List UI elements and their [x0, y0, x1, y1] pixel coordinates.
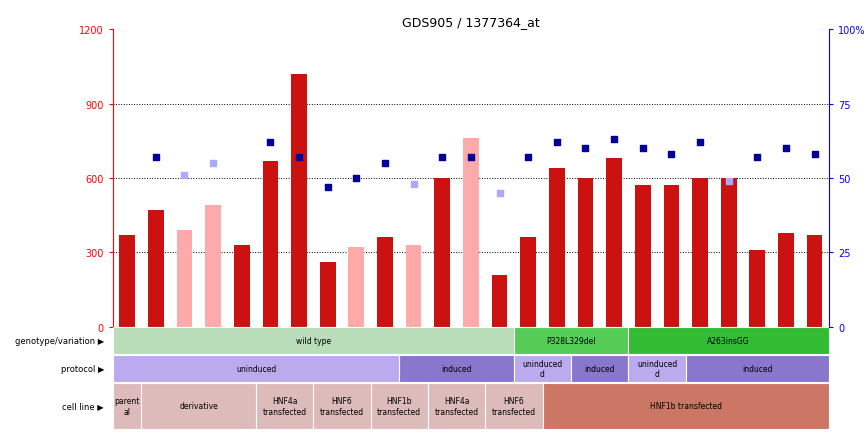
- Point: [750, 155, 765, 161]
- Point: [693, 140, 707, 147]
- Text: genotype/variation ▶: genotype/variation ▶: [15, 336, 104, 345]
- Text: parent
al: parent al: [115, 396, 140, 416]
- Bar: [571, 355, 628, 381]
- Text: HNF1b
transfected: HNF1b transfected: [378, 396, 421, 416]
- Text: uninduced
d: uninduced d: [637, 359, 677, 378]
- Text: uninduced
d: uninduced d: [523, 359, 562, 378]
- Bar: [577, 179, 594, 327]
- Point: [207, 160, 220, 167]
- Bar: [635, 186, 651, 327]
- Point: [149, 155, 163, 161]
- Bar: [141, 383, 256, 429]
- Bar: [205, 206, 221, 327]
- Point: [635, 145, 649, 152]
- Text: derivative: derivative: [180, 401, 218, 411]
- Text: uninduced: uninduced: [236, 364, 276, 373]
- Bar: [549, 169, 565, 327]
- Point: [464, 155, 477, 161]
- Bar: [485, 383, 542, 429]
- Title: GDS905 / 1377364_at: GDS905 / 1377364_at: [402, 16, 540, 29]
- Text: induced: induced: [742, 364, 773, 373]
- Bar: [377, 238, 393, 327]
- Bar: [434, 179, 450, 327]
- Text: induced: induced: [584, 364, 615, 373]
- Bar: [491, 275, 508, 327]
- Point: [722, 178, 736, 185]
- Bar: [371, 383, 428, 429]
- Point: [292, 155, 306, 161]
- Text: P328L329del: P328L329del: [546, 336, 596, 345]
- Text: wild type: wild type: [296, 336, 331, 345]
- Point: [608, 137, 621, 144]
- Bar: [405, 245, 422, 327]
- Bar: [119, 236, 135, 327]
- Point: [378, 160, 391, 167]
- Bar: [148, 211, 164, 327]
- Bar: [628, 327, 829, 354]
- Text: HNF1b transfected: HNF1b transfected: [650, 401, 721, 411]
- Text: HNF4a
transfected: HNF4a transfected: [435, 396, 478, 416]
- Bar: [313, 383, 371, 429]
- Point: [435, 155, 450, 161]
- Bar: [176, 230, 193, 327]
- Text: A263insGG: A263insGG: [707, 336, 750, 345]
- Text: HNF4a
transfected: HNF4a transfected: [263, 396, 306, 416]
- Point: [264, 140, 278, 147]
- Bar: [113, 327, 514, 354]
- Bar: [720, 179, 737, 327]
- Point: [578, 145, 592, 152]
- Bar: [399, 355, 514, 381]
- Bar: [686, 355, 829, 381]
- Bar: [319, 263, 336, 327]
- Text: HNF6
transfected: HNF6 transfected: [492, 396, 536, 416]
- Point: [779, 145, 793, 152]
- Bar: [520, 238, 536, 327]
- Bar: [463, 139, 479, 327]
- Bar: [514, 327, 628, 354]
- Point: [521, 155, 535, 161]
- Point: [320, 184, 334, 191]
- Bar: [749, 250, 766, 327]
- Bar: [628, 355, 686, 381]
- Bar: [692, 179, 708, 327]
- Bar: [262, 161, 279, 327]
- Bar: [113, 355, 399, 381]
- Bar: [542, 383, 829, 429]
- Bar: [606, 159, 622, 327]
- Text: induced: induced: [441, 364, 472, 373]
- Bar: [514, 355, 571, 381]
- Bar: [256, 383, 313, 429]
- Point: [177, 172, 191, 179]
- Point: [406, 181, 420, 188]
- Text: protocol ▶: protocol ▶: [61, 364, 104, 373]
- Text: HNF6
transfected: HNF6 transfected: [320, 396, 364, 416]
- Bar: [806, 236, 823, 327]
- Point: [493, 190, 507, 197]
- Point: [807, 151, 821, 158]
- Point: [665, 151, 679, 158]
- Point: [550, 140, 564, 147]
- Bar: [663, 186, 680, 327]
- Bar: [113, 383, 141, 429]
- Bar: [348, 248, 365, 327]
- Point: [349, 175, 363, 182]
- Bar: [428, 383, 485, 429]
- Bar: [778, 233, 794, 327]
- Bar: [291, 75, 307, 327]
- Bar: [233, 245, 250, 327]
- Text: cell line ▶: cell line ▶: [62, 401, 104, 411]
